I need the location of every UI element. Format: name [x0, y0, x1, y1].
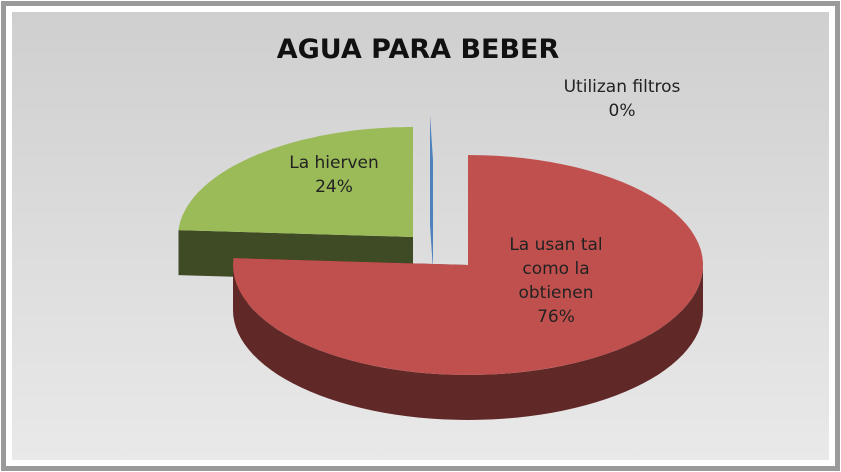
slice [430, 115, 433, 270]
slice-label: Utilizan filtros [564, 77, 681, 97]
slice-label: La hierven [289, 153, 379, 173]
chart-title: AGUA PARA BEBER [277, 34, 560, 65]
slice-top [178, 127, 413, 237]
slice-sliver [430, 115, 433, 270]
slice-top [233, 155, 703, 375]
slice-value-label: 76% [537, 307, 575, 327]
slice-side [233, 265, 703, 420]
slice-value-label: 0% [609, 101, 636, 121]
slice [233, 155, 703, 420]
slice-label: La usan tal como la obtienen [509, 235, 602, 303]
slice-value-label: 24% [315, 177, 353, 197]
